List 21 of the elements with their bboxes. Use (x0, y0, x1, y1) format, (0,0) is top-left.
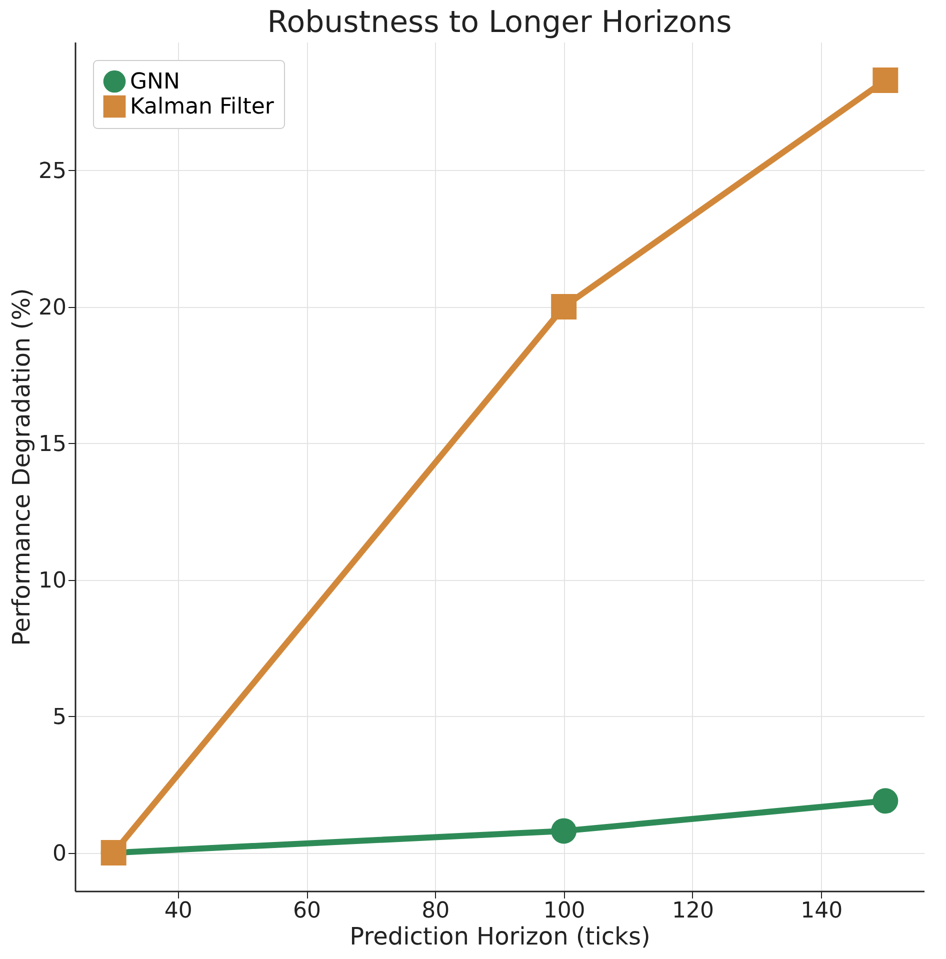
point (872, 788, 898, 814)
y-tick-label: 0 (52, 841, 66, 866)
y-tick-label: 5 (52, 704, 66, 730)
x-tick-label: 40 (164, 898, 192, 924)
y-tick-label: 15 (38, 432, 66, 457)
x-tick-label: 60 (293, 898, 322, 924)
x-tick-label: 100 (543, 898, 586, 924)
x-tick-label: 80 (422, 898, 450, 924)
y-axis-title: Performance Degradation (%) (8, 288, 36, 646)
legend-label: GNN (130, 70, 180, 94)
point (551, 294, 577, 320)
legend-label: Kalman Filter (130, 94, 275, 120)
y-tick-label: 25 (38, 158, 66, 184)
x-axis-title: Prediction Horizon (ticks) (350, 922, 650, 950)
x-tick-label: 140 (800, 898, 843, 924)
point (872, 67, 898, 93)
y-tick-label: 20 (38, 295, 66, 320)
y-tick-label: 10 (38, 568, 66, 594)
x-tick-label: 120 (672, 898, 714, 924)
point (551, 818, 577, 844)
chart-title: Robustness to Longer Horizons (267, 5, 732, 40)
